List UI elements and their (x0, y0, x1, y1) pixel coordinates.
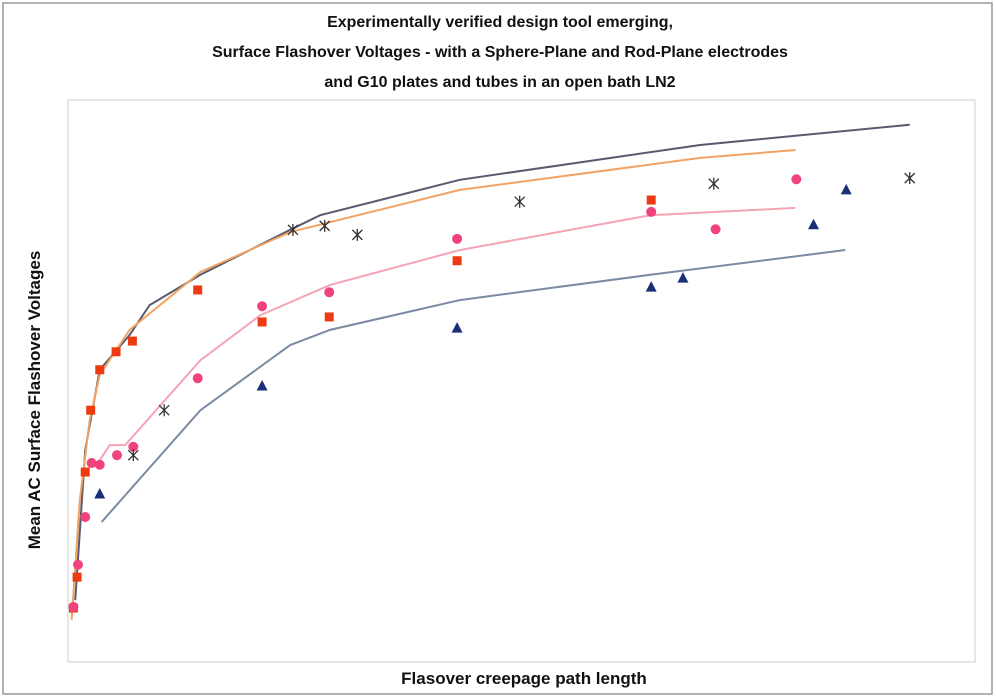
data-point (324, 312, 334, 322)
data-point (452, 233, 463, 244)
chart-title: Surface Flashover Voltages - with a Sphe… (212, 44, 788, 61)
data-point (127, 449, 139, 462)
chart-title: and G10 plates and tubes in an open bath… (324, 74, 675, 91)
data-point (80, 512, 91, 523)
data-point (68, 601, 79, 612)
plot-area (67, 99, 976, 663)
data-point (72, 572, 82, 582)
chart-title: Experimentally verified design tool emer… (327, 14, 673, 31)
data-point (840, 183, 852, 195)
data-point (791, 174, 802, 185)
data-point (351, 228, 363, 241)
data-point (111, 347, 121, 357)
data-point (808, 218, 820, 230)
series-line (70, 149, 796, 620)
data-point (646, 206, 657, 217)
series-line (100, 249, 846, 523)
data-point (708, 177, 720, 190)
data-point (257, 317, 267, 327)
data-point (645, 281, 657, 292)
y-axis-label: Mean AC Surface Flashover Voltages (25, 251, 44, 550)
series-line (98, 206, 796, 461)
data-point (86, 405, 96, 415)
data-point (128, 441, 139, 452)
data-point (710, 224, 721, 235)
data-point (452, 256, 462, 266)
data-point (80, 467, 90, 477)
data-point (324, 287, 335, 298)
data-point (514, 195, 526, 208)
data-point (86, 458, 97, 469)
data-point (646, 195, 656, 205)
data-point (192, 373, 203, 384)
data-point (677, 272, 689, 283)
data-point (451, 322, 463, 333)
data-point (257, 301, 268, 312)
data-point (158, 404, 170, 417)
data-point (127, 336, 137, 346)
data-point (95, 365, 105, 375)
data-point (319, 219, 331, 232)
data-point (72, 559, 83, 570)
data-point (94, 459, 105, 470)
data-point (904, 172, 916, 185)
data-point (256, 380, 268, 391)
data-point (287, 223, 299, 236)
data-point (94, 487, 106, 499)
data-point (193, 285, 203, 295)
x-axis-label: Flasover creepage path length (401, 669, 647, 688)
data-point (111, 450, 122, 461)
